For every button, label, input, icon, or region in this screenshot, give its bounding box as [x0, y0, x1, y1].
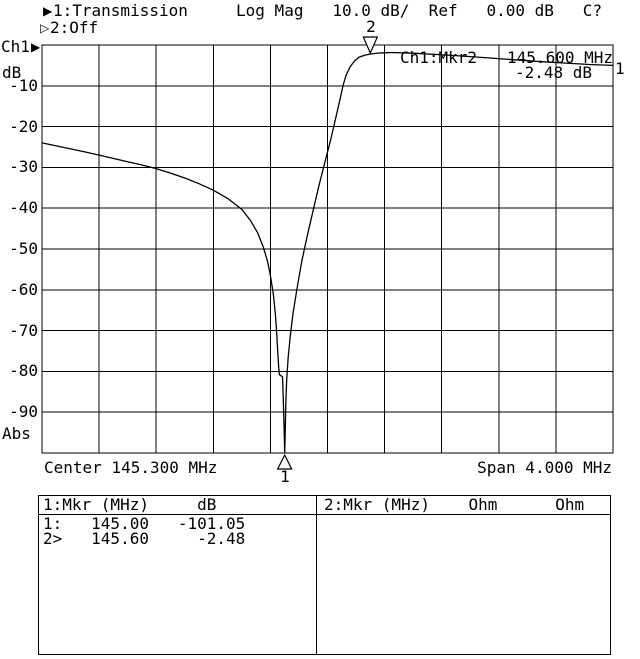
measurement-status-line1: 1:Transmission Log Mag 10.0 dB/ Ref 0.00… — [53, 1, 603, 20]
center-frequency-label: Center 145.300 MHz — [44, 458, 218, 477]
marker1-number-label: 1 — [280, 467, 290, 486]
marker-table-right-header: 2:Mkr (MHz) Ohm Ohm — [324, 495, 585, 514]
marker1-triangle-icon — [276, 453, 293, 470]
transmission-trace — [41, 51, 614, 454]
measurement-status-line2: 2:Off — [50, 18, 99, 37]
grid-lines — [41, 44, 614, 454]
y-tick-label: -10 — [9, 75, 38, 95]
span-label: Span 4.000 MHz — [477, 458, 612, 477]
marker-table-header-separator — [39, 514, 610, 515]
y-tick-label: -40 — [9, 198, 38, 218]
y-tick-label: -50 — [9, 239, 38, 258]
y-tick-label: -80 — [9, 361, 38, 381]
marker2-number-label: 2 — [366, 17, 376, 36]
inactive-marker-arrow-icon: ▷ — [40, 21, 50, 35]
marker-table-left-rows: 1: 145.00 -101.05 2> 145.60 -2.48 — [43, 514, 246, 548]
active-marker-arrow-icon: ▶ — [43, 4, 53, 18]
marker-readout-title: Ch1:Mkr2 — [400, 48, 478, 67]
marker-table-divider — [316, 496, 317, 654]
marker2-triangle-icon — [362, 36, 379, 55]
marker-readout-frequency: 145.600 MHz — [507, 48, 613, 67]
marker-table-left-header: 1:Mkr (MHz) dB — [43, 495, 217, 514]
y-tick-label: -90 — [9, 402, 38, 422]
y-tick-label: -70 — [9, 320, 38, 340]
reference-level-arrow-icon: ▶ — [31, 40, 41, 54]
y-tick-label: -30 — [9, 157, 38, 177]
trace-number-label: 1 — [615, 59, 625, 78]
marker-readout-value: -2.48 dB — [514, 63, 592, 82]
marker-table: 1:Mkr (MHz) dB 1: 145.00 -101.05 2> 145.… — [38, 495, 611, 655]
y-unit-label: dB — [2, 63, 22, 82]
y-tick-label: -20 — [9, 116, 38, 136]
y-tick-label: -60 — [9, 279, 38, 299]
channel-label: Ch1 — [1, 37, 30, 56]
y-format-label: Abs — [2, 424, 31, 443]
